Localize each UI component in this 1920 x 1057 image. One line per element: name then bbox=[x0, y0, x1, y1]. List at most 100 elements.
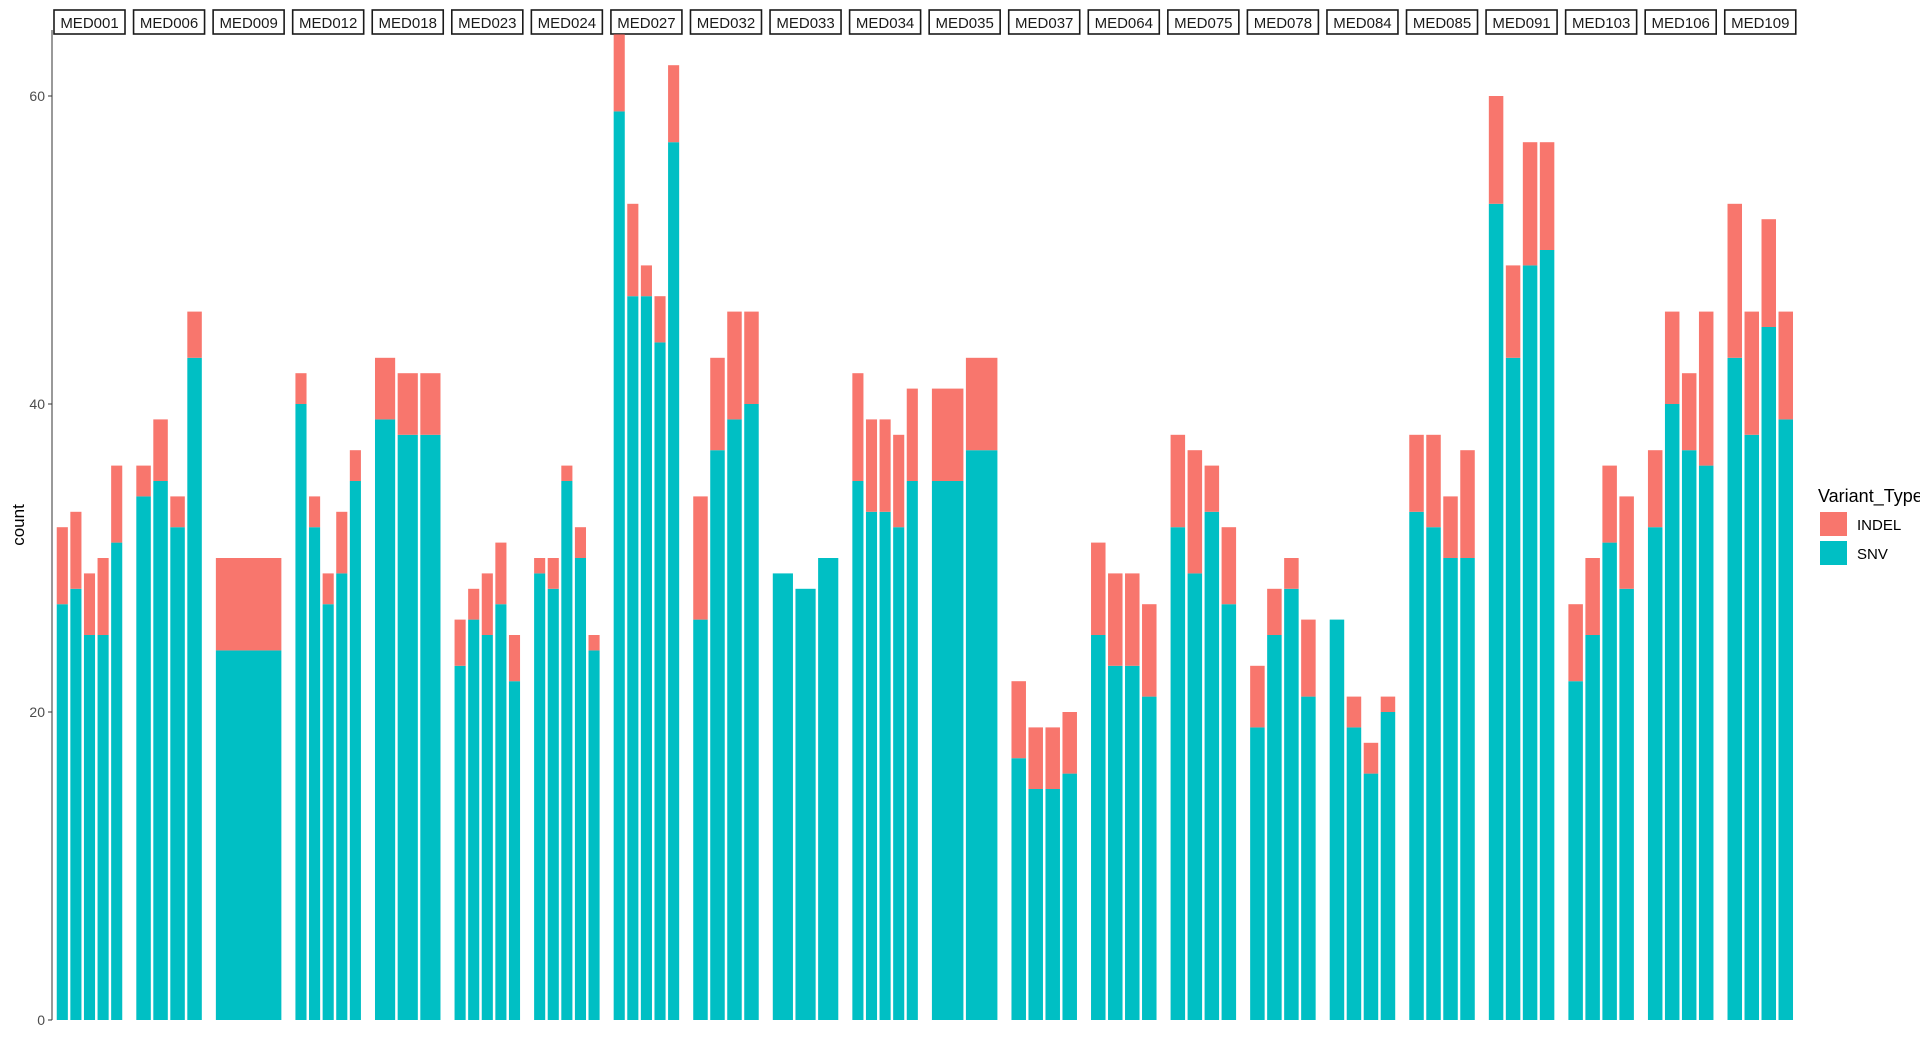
facet-strip: MED084 bbox=[1326, 9, 1399, 35]
bar-segment-indel bbox=[1488, 96, 1504, 204]
bar-segment-indel bbox=[1301, 619, 1316, 697]
facet-strip: MED009 bbox=[212, 9, 285, 35]
bar-segment-snv bbox=[1062, 773, 1077, 1020]
facet-label: MED085 bbox=[1413, 15, 1471, 32]
legend-swatch bbox=[1820, 541, 1847, 565]
bar-segment-indel bbox=[640, 265, 652, 297]
facet-label: MED023 bbox=[458, 15, 516, 32]
facet-strip-box bbox=[450, 9, 524, 35]
facet-label: MED091 bbox=[1492, 15, 1550, 32]
bar-segment-snv bbox=[627, 296, 639, 1020]
bar-segment-indel bbox=[322, 573, 334, 605]
bar-segment-snv bbox=[668, 142, 680, 1020]
facet-strip: MED035 bbox=[928, 9, 1001, 35]
facet-strip: MED085 bbox=[1405, 9, 1479, 35]
bar-segment-snv bbox=[1727, 357, 1743, 1020]
bar-segment-snv bbox=[374, 419, 396, 1020]
bar-segment-indel bbox=[727, 311, 742, 420]
bar-segment-snv bbox=[420, 434, 441, 1020]
facet-strip-box bbox=[1007, 9, 1081, 35]
bar-segment-indel bbox=[1727, 203, 1743, 358]
bar-segment-indel bbox=[481, 573, 493, 635]
bar-segment-indel bbox=[654, 296, 666, 343]
bar-segment-indel bbox=[1585, 558, 1600, 635]
legend-item: INDEL bbox=[1820, 512, 1901, 536]
facet-strip-box bbox=[132, 9, 206, 35]
facet-label: MED033 bbox=[776, 15, 834, 32]
bar-segment-snv bbox=[1460, 558, 1475, 1020]
bar-segment-indel bbox=[613, 34, 625, 112]
bar-segment-indel bbox=[83, 573, 96, 635]
bar-segment-snv bbox=[349, 481, 361, 1020]
bar-segment-snv bbox=[640, 296, 652, 1020]
bar-segment-snv bbox=[727, 419, 742, 1020]
bar-segment-indel bbox=[1204, 465, 1220, 512]
facet-strip: MED034 bbox=[848, 9, 922, 35]
bar-segment-snv bbox=[1125, 665, 1140, 1020]
bar-segment-snv bbox=[1380, 712, 1396, 1020]
bar-segment-snv bbox=[1170, 527, 1186, 1020]
bar-segment-snv bbox=[295, 404, 307, 1020]
bar-segment-indel bbox=[1284, 558, 1299, 589]
bar-segment-indel bbox=[1619, 496, 1634, 589]
facet-strip-box bbox=[848, 9, 922, 35]
bar-segment-snv bbox=[852, 481, 864, 1020]
bar-segment-indel bbox=[1187, 450, 1203, 574]
bar-segment-indel bbox=[1761, 219, 1777, 327]
bar-segment-snv bbox=[111, 542, 123, 1020]
bar-segment-snv bbox=[1647, 527, 1663, 1020]
bar-segment-snv bbox=[1522, 265, 1538, 1020]
bar-segment-snv bbox=[1761, 327, 1777, 1020]
bar-segment-indel bbox=[1505, 265, 1521, 358]
bar-segment-snv bbox=[1698, 465, 1714, 1021]
facet-label: MED024 bbox=[538, 15, 596, 32]
bar-segment-snv bbox=[1585, 635, 1600, 1020]
bar-segment-indel bbox=[97, 558, 109, 635]
facet-strip-box bbox=[291, 9, 365, 35]
facet-label: MED012 bbox=[299, 15, 357, 32]
facet-strip-box bbox=[530, 9, 604, 35]
bars-layer bbox=[56, 34, 1794, 1021]
bar-segment-snv bbox=[1681, 450, 1697, 1020]
bar-segment-snv bbox=[654, 342, 666, 1020]
y-tick-label: 60 bbox=[29, 88, 45, 104]
bar-segment-snv bbox=[965, 450, 998, 1020]
facet-strips: MED001 MED006 MED009 MED012 MED018 MED023 MED0… bbox=[53, 9, 1797, 35]
bar-segment-indel bbox=[1170, 434, 1186, 528]
bar-segment-indel bbox=[547, 558, 559, 589]
bar-segment-snv bbox=[561, 481, 573, 1020]
bar-segment-snv bbox=[1619, 588, 1634, 1020]
bar-segment-snv bbox=[893, 527, 905, 1020]
bar-segment-indel bbox=[420, 373, 441, 435]
legend-title: Variant_Type bbox=[1818, 486, 1920, 507]
bar-segment-snv bbox=[1409, 511, 1424, 1020]
bar-segment-snv bbox=[1142, 696, 1157, 1020]
bar-segment-indel bbox=[1426, 434, 1441, 528]
bar-segment-snv bbox=[1028, 789, 1043, 1020]
bar-segment-indel bbox=[534, 558, 546, 574]
bar-segment-snv bbox=[56, 604, 68, 1020]
bar-segment-indel bbox=[1443, 496, 1458, 558]
bar-segment-indel bbox=[508, 635, 521, 682]
bar-segment-indel bbox=[1409, 434, 1424, 512]
facet-strip: MED103 bbox=[1564, 9, 1638, 35]
facet-label: MED018 bbox=[379, 15, 437, 32]
bar-segment-snv bbox=[1221, 604, 1237, 1020]
bar-segment-indel bbox=[309, 496, 321, 528]
bar-segment-indel bbox=[1062, 712, 1077, 774]
facet-label: MED027 bbox=[617, 15, 675, 32]
bar-segment-indel bbox=[588, 635, 600, 651]
bar-segment-indel bbox=[1346, 696, 1362, 728]
bar-segment-snv bbox=[397, 434, 418, 1020]
facet-strip: MED091 bbox=[1485, 9, 1558, 35]
bar-segment-snv bbox=[1602, 542, 1617, 1020]
bar-segment-indel bbox=[879, 419, 891, 512]
facet-strip-box bbox=[371, 9, 445, 35]
bar-segment-snv bbox=[187, 357, 202, 1020]
bar-segment-indel bbox=[111, 465, 123, 543]
facet-strip-box bbox=[1405, 9, 1479, 35]
legend-label: INDEL bbox=[1857, 517, 1901, 534]
bar-segment-snv bbox=[1426, 527, 1441, 1020]
facet-label: MED109 bbox=[1731, 15, 1789, 32]
facet-strip: MED006 bbox=[132, 9, 206, 35]
